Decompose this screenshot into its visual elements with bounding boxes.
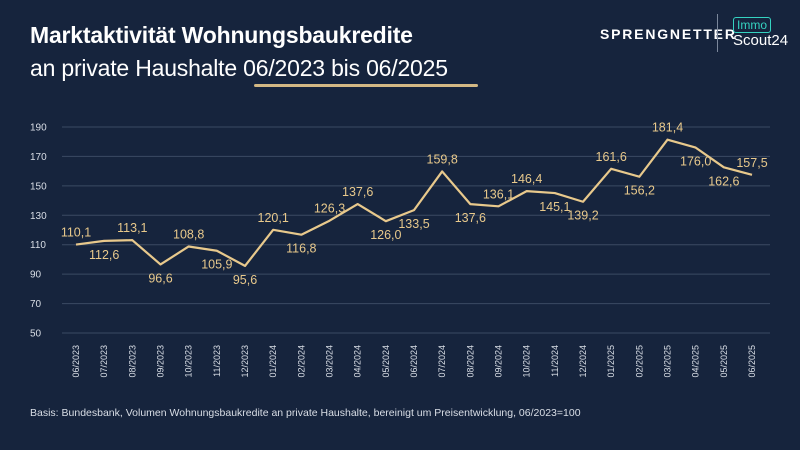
logo-divider: [717, 14, 718, 52]
y-tick-label: 50: [30, 329, 42, 340]
x-tick-label: 10/2024: [522, 345, 532, 378]
sprengnetter-logo: SPRENGNETTER: [600, 26, 737, 42]
data-point: [412, 208, 417, 213]
data-point: [581, 199, 586, 204]
chart-grid: [62, 126, 770, 334]
x-tick-label: 07/2023: [99, 345, 109, 378]
data-point: [327, 218, 332, 223]
data-point: [552, 191, 557, 196]
data-label: 136,1: [483, 187, 514, 201]
data-label: 137,6: [342, 185, 373, 199]
data-label: 162,6: [708, 174, 739, 188]
data-point: [130, 238, 135, 243]
data-point: [74, 242, 79, 247]
data-label: 126,0: [370, 228, 401, 242]
data-point: [158, 262, 163, 267]
chart-title: Marktaktivität Wohnungsbaukredite: [30, 22, 413, 48]
subtitle-underline: [254, 84, 478, 87]
x-tick-label: 09/2024: [494, 345, 504, 378]
x-tick-label: 02/2024: [296, 345, 306, 378]
x-tick-label: 11/2024: [550, 345, 560, 377]
x-tick-label: 01/2025: [606, 345, 616, 378]
data-label: 176,0: [680, 155, 711, 169]
data-point: [609, 166, 614, 171]
immoscout-logo-scout: Scout24: [733, 32, 789, 49]
data-label: 145,1: [539, 200, 570, 214]
data-point: [243, 263, 248, 268]
y-tick-label: 70: [30, 299, 42, 310]
x-tick-label: 09/2023: [156, 345, 166, 378]
data-label: 95,6: [233, 273, 257, 287]
x-tick-label: 08/2024: [465, 345, 475, 378]
x-tick-label: 12/2023: [240, 345, 250, 378]
data-label: 137,6: [455, 211, 486, 225]
y-tick-label: 130: [30, 211, 47, 222]
data-point: [214, 248, 219, 253]
data-point: [299, 232, 304, 237]
x-tick-label: 03/2025: [663, 345, 673, 378]
x-tick-label: 06/2024: [409, 345, 419, 378]
data-label: 133,5: [398, 217, 429, 231]
data-point: [383, 219, 388, 224]
data-point: [496, 204, 501, 209]
data-label: 139,2: [567, 209, 598, 223]
y-tick-label: 170: [30, 152, 47, 163]
x-tick-label: 05/2024: [381, 345, 391, 378]
x-tick-label: 12/2024: [578, 345, 588, 378]
data-label: 112,6: [89, 248, 119, 262]
data-label: 161,6: [596, 150, 627, 164]
source-footnote: Basis: Bundesbank, Volumen Wohnungsbaukr…: [30, 407, 581, 419]
data-point: [637, 174, 642, 179]
series-line-layer: [74, 137, 755, 268]
data-point: [721, 165, 726, 170]
data-point: [693, 145, 698, 150]
data-label: 113,1: [117, 221, 147, 235]
x-tick-label: 04/2024: [353, 345, 363, 378]
x-tick-label: 01/2024: [268, 345, 278, 378]
line-chart: 50 70 90 110 130 150 170 190 06/2023 07/2023 08/2…: [30, 121, 770, 378]
x-axis-ticks: 06/2023 07/2023 08/2023 09/2023 10/2023 11/20…: [71, 345, 757, 378]
data-label: 146,4: [511, 172, 542, 186]
data-label: 96,6: [148, 271, 172, 285]
data-label: 126,3: [314, 202, 345, 216]
data-point: [102, 238, 107, 243]
data-point: [665, 137, 670, 142]
data-labels: 110,1 112,6 113,1 96,6 108,8 105,995,6 120,1 11…: [61, 121, 768, 287]
data-label: 120,1: [258, 211, 289, 225]
data-label: 157,5: [736, 156, 767, 170]
y-tick-label: 190: [30, 123, 47, 134]
y-axis-ticks: 50 70 90 110 130 150 170 190: [30, 123, 47, 340]
x-tick-label: 05/2025: [719, 345, 729, 378]
data-point: [271, 227, 276, 232]
immoscout-logo-immo: Immo: [733, 17, 771, 33]
series-line: [75, 138, 753, 268]
x-tick-label: 10/2023: [184, 345, 194, 378]
data-point: [186, 244, 191, 249]
data-label: 116,8: [286, 242, 316, 256]
x-tick-label: 08/2023: [127, 345, 137, 378]
data-point: [355, 202, 360, 207]
y-tick-label: 110: [30, 240, 46, 251]
data-label: 181,4: [652, 121, 683, 135]
x-tick-label: 02/2025: [634, 345, 644, 378]
data-point: [440, 169, 445, 174]
x-tick-label: 11/2023: [212, 345, 222, 377]
data-label: 110,1: [61, 226, 91, 240]
data-label: 159,8: [427, 152, 458, 166]
y-tick-label: 150: [30, 181, 47, 192]
data-label: 156,2: [624, 184, 655, 198]
data-label: 108,8: [173, 227, 204, 241]
data-label: 105,9: [201, 258, 232, 272]
data-point: [468, 202, 473, 207]
x-tick-label: 06/2023: [71, 345, 81, 378]
x-tick-label: 03/2024: [325, 345, 335, 378]
chart-subtitle: an private Haushalte 06/2023 bis 06/2025: [30, 55, 448, 81]
y-tick-label: 90: [30, 270, 42, 281]
x-tick-label: 04/2025: [691, 345, 701, 378]
x-tick-label: 06/2025: [747, 345, 757, 378]
x-tick-label: 07/2024: [437, 345, 447, 378]
data-point: [750, 172, 755, 177]
data-point: [524, 189, 529, 194]
